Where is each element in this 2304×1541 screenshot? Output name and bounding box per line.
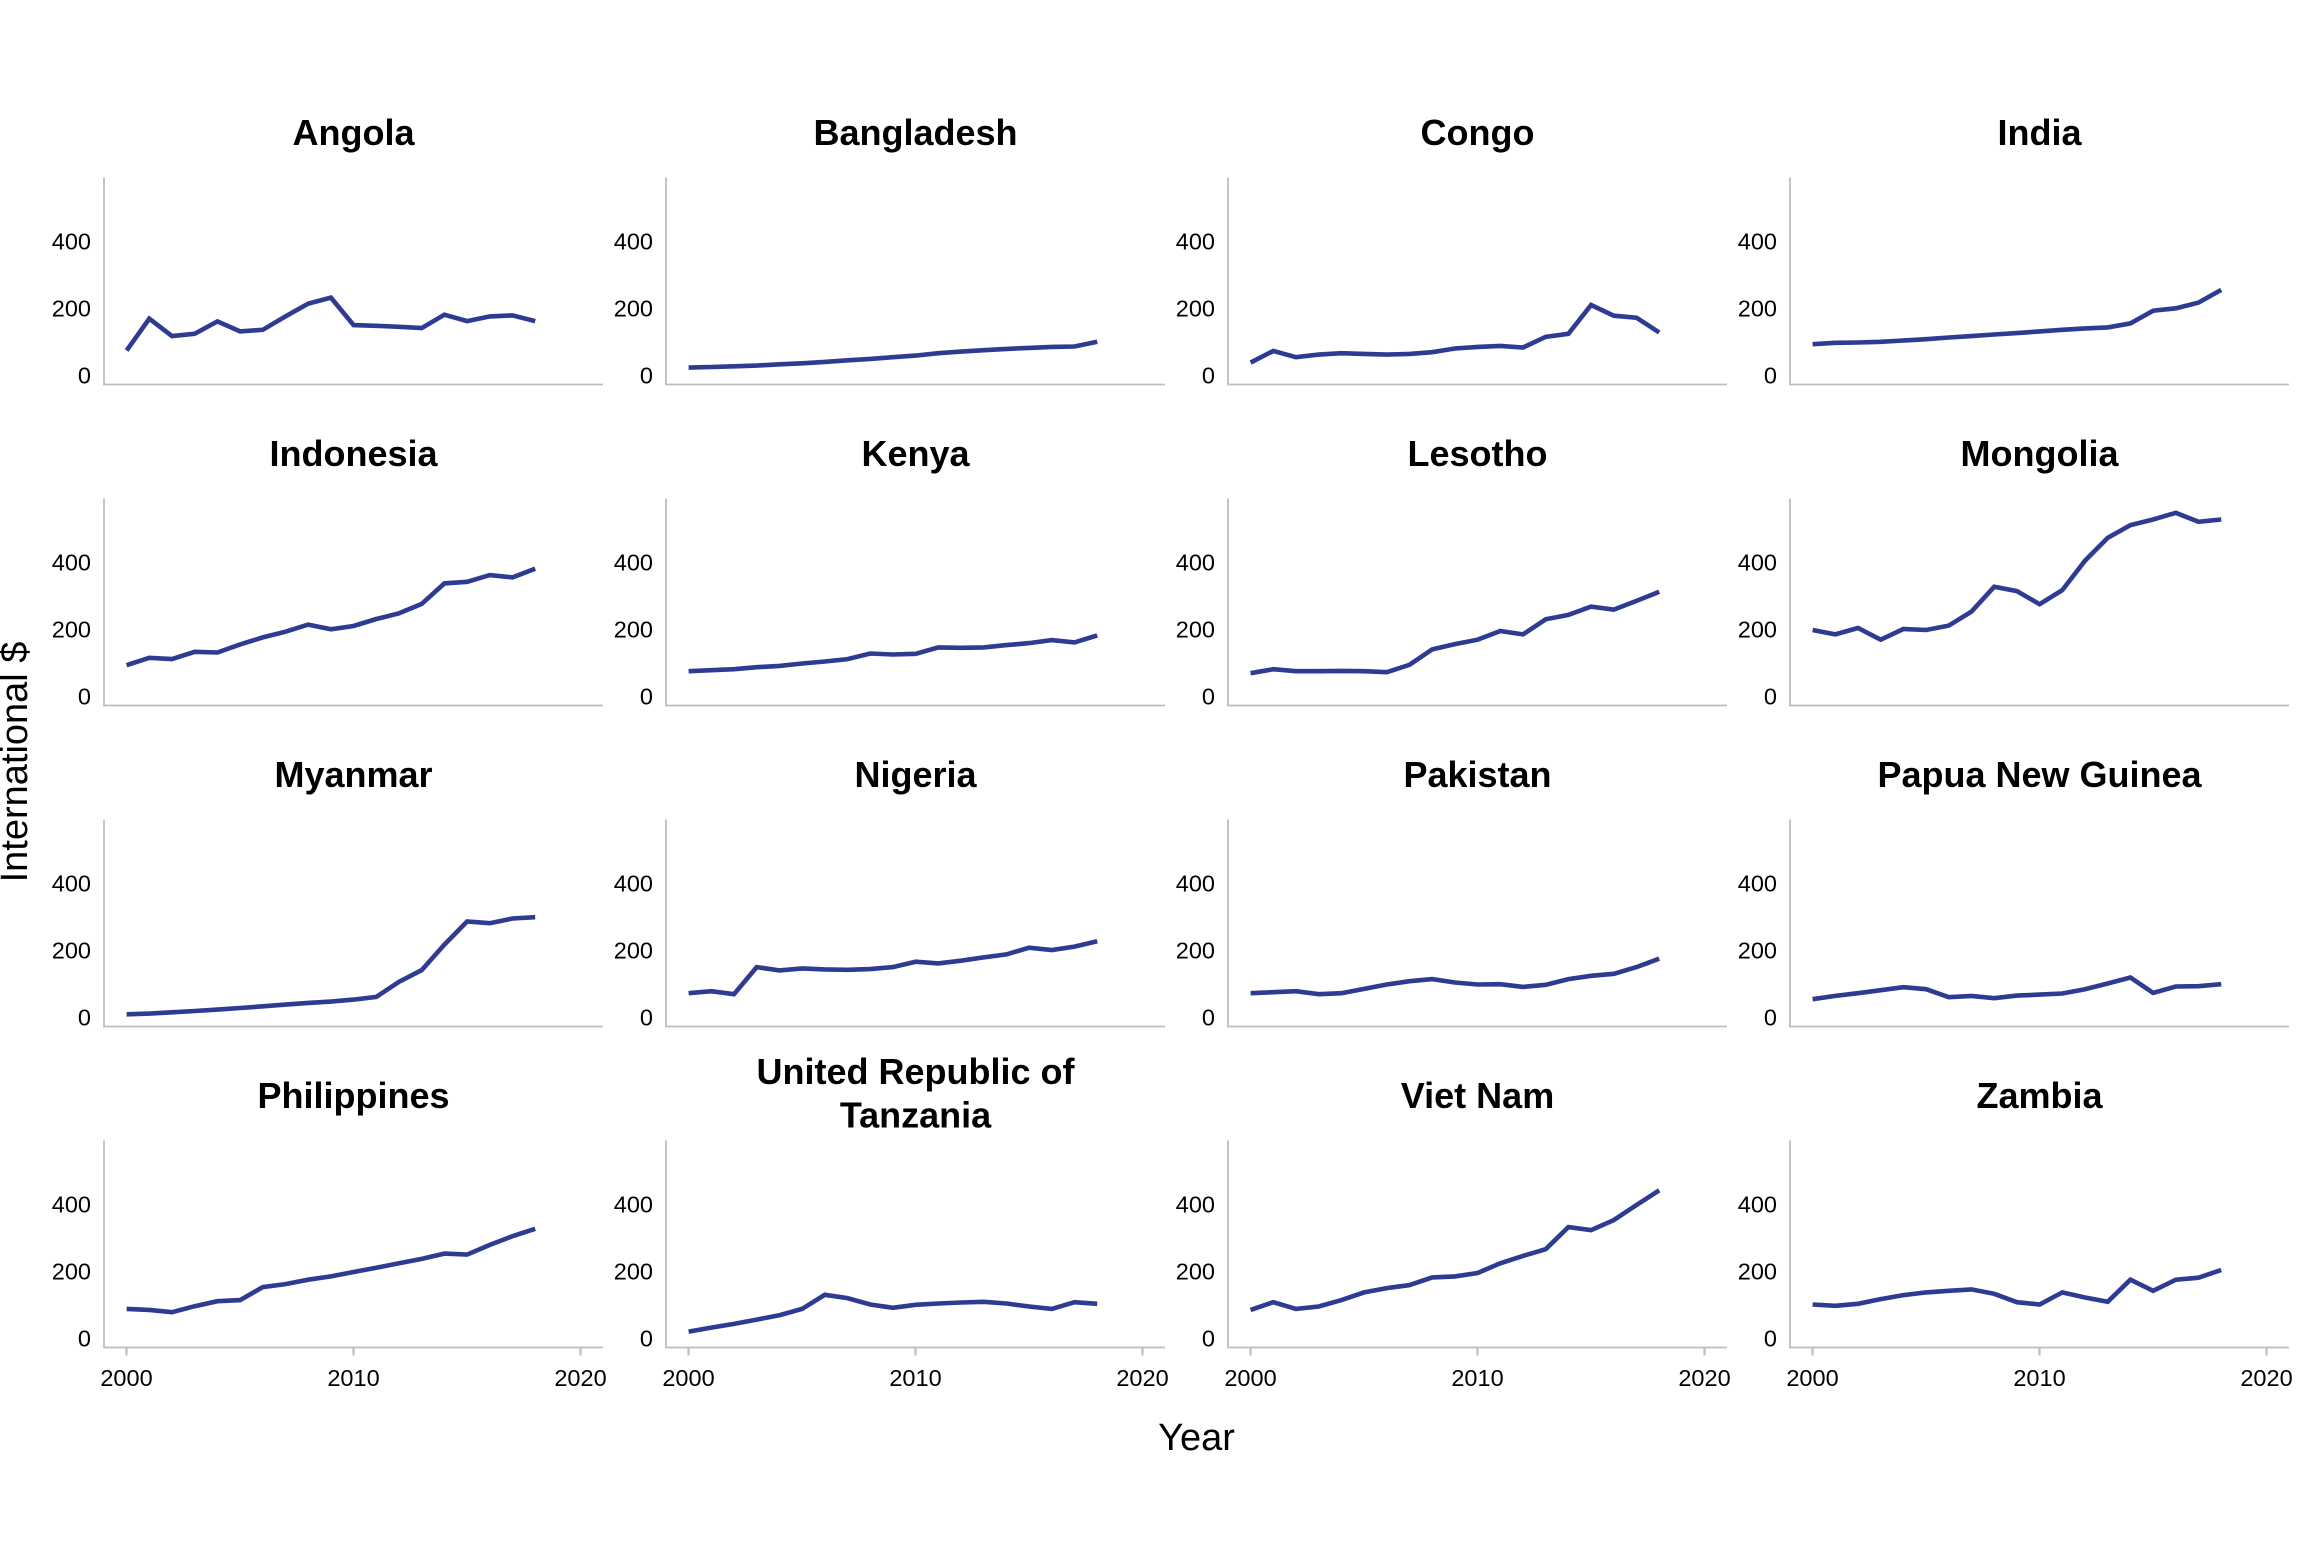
svg-text:200: 200 bbox=[1176, 1259, 1215, 1285]
svg-text:400: 400 bbox=[1738, 871, 1777, 897]
svg-text:Philippines: Philippines bbox=[257, 1075, 449, 1116]
svg-text:Viet Nam: Viet Nam bbox=[1401, 1075, 1554, 1116]
svg-text:Kenya: Kenya bbox=[861, 433, 970, 474]
svg-text:2000: 2000 bbox=[100, 1365, 152, 1391]
svg-text:Nigeria: Nigeria bbox=[854, 754, 977, 795]
svg-text:0: 0 bbox=[1202, 684, 1215, 710]
svg-text:International $: International $ bbox=[0, 642, 36, 883]
svg-text:Year: Year bbox=[1158, 1417, 1235, 1459]
svg-text:United Republic of: United Republic of bbox=[757, 1051, 1076, 1092]
svg-text:Myanmar: Myanmar bbox=[274, 754, 432, 795]
svg-text:200: 200 bbox=[614, 617, 653, 643]
svg-text:200: 200 bbox=[614, 1259, 653, 1285]
svg-text:0: 0 bbox=[1202, 1326, 1215, 1352]
svg-text:200: 200 bbox=[52, 938, 91, 964]
svg-text:400: 400 bbox=[52, 229, 91, 255]
svg-text:Lesotho: Lesotho bbox=[1408, 433, 1548, 474]
svg-text:Tanzania: Tanzania bbox=[840, 1095, 992, 1136]
svg-text:India: India bbox=[1997, 112, 2082, 153]
svg-text:400: 400 bbox=[614, 550, 653, 576]
svg-text:2020: 2020 bbox=[2240, 1365, 2292, 1391]
svg-text:Indonesia: Indonesia bbox=[269, 433, 438, 474]
svg-text:400: 400 bbox=[1176, 229, 1215, 255]
svg-text:0: 0 bbox=[640, 1326, 653, 1352]
svg-text:0: 0 bbox=[78, 1005, 91, 1031]
svg-text:400: 400 bbox=[52, 1192, 91, 1218]
svg-text:200: 200 bbox=[1738, 296, 1777, 322]
svg-text:0: 0 bbox=[1764, 1326, 1777, 1352]
svg-text:400: 400 bbox=[614, 1192, 653, 1218]
svg-text:400: 400 bbox=[1738, 229, 1777, 255]
svg-text:Pakistan: Pakistan bbox=[1403, 754, 1551, 795]
svg-text:Papua New Guinea: Papua New Guinea bbox=[1877, 754, 2202, 795]
svg-text:200: 200 bbox=[614, 938, 653, 964]
svg-text:Congo: Congo bbox=[1421, 112, 1535, 153]
svg-text:0: 0 bbox=[1764, 1005, 1777, 1031]
svg-text:0: 0 bbox=[640, 1005, 653, 1031]
svg-text:0: 0 bbox=[640, 684, 653, 710]
svg-text:Bangladesh: Bangladesh bbox=[813, 112, 1017, 153]
svg-text:2000: 2000 bbox=[1224, 1365, 1276, 1391]
svg-text:2010: 2010 bbox=[327, 1365, 379, 1391]
svg-text:400: 400 bbox=[614, 871, 653, 897]
svg-text:200: 200 bbox=[1176, 617, 1215, 643]
svg-text:200: 200 bbox=[52, 617, 91, 643]
svg-text:400: 400 bbox=[52, 871, 91, 897]
svg-text:0: 0 bbox=[1764, 363, 1777, 389]
svg-text:Angola: Angola bbox=[293, 112, 416, 153]
svg-text:2010: 2010 bbox=[889, 1365, 941, 1391]
svg-text:2000: 2000 bbox=[662, 1365, 714, 1391]
svg-text:400: 400 bbox=[1176, 871, 1215, 897]
svg-text:0: 0 bbox=[640, 363, 653, 389]
svg-text:0: 0 bbox=[1764, 684, 1777, 710]
svg-text:0: 0 bbox=[1202, 363, 1215, 389]
svg-text:200: 200 bbox=[1176, 296, 1215, 322]
svg-text:Mongolia: Mongolia bbox=[1961, 433, 2120, 474]
svg-text:Zambia: Zambia bbox=[1976, 1075, 2103, 1116]
svg-text:2020: 2020 bbox=[554, 1365, 606, 1391]
svg-text:400: 400 bbox=[52, 550, 91, 576]
svg-text:0: 0 bbox=[1202, 1005, 1215, 1031]
svg-text:2020: 2020 bbox=[1678, 1365, 1730, 1391]
svg-text:200: 200 bbox=[1738, 938, 1777, 964]
svg-text:200: 200 bbox=[52, 296, 91, 322]
svg-text:0: 0 bbox=[78, 363, 91, 389]
svg-text:200: 200 bbox=[1738, 1259, 1777, 1285]
svg-text:2010: 2010 bbox=[1451, 1365, 1503, 1391]
svg-text:0: 0 bbox=[78, 1326, 91, 1352]
svg-text:200: 200 bbox=[614, 296, 653, 322]
svg-text:400: 400 bbox=[1176, 1192, 1215, 1218]
svg-text:400: 400 bbox=[1176, 550, 1215, 576]
svg-text:400: 400 bbox=[1738, 1192, 1777, 1218]
svg-text:2000: 2000 bbox=[1786, 1365, 1838, 1391]
svg-text:400: 400 bbox=[614, 229, 653, 255]
svg-text:200: 200 bbox=[1738, 617, 1777, 643]
svg-text:200: 200 bbox=[1176, 938, 1215, 964]
svg-text:0: 0 bbox=[78, 684, 91, 710]
svg-text:400: 400 bbox=[1738, 550, 1777, 576]
svg-text:200: 200 bbox=[52, 1259, 91, 1285]
svg-text:2010: 2010 bbox=[2013, 1365, 2065, 1391]
svg-text:2020: 2020 bbox=[1116, 1365, 1168, 1391]
